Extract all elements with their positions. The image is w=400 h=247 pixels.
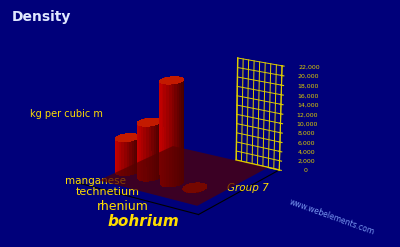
Text: Density: Density xyxy=(12,10,71,24)
Text: www.webelements.com: www.webelements.com xyxy=(288,198,376,237)
